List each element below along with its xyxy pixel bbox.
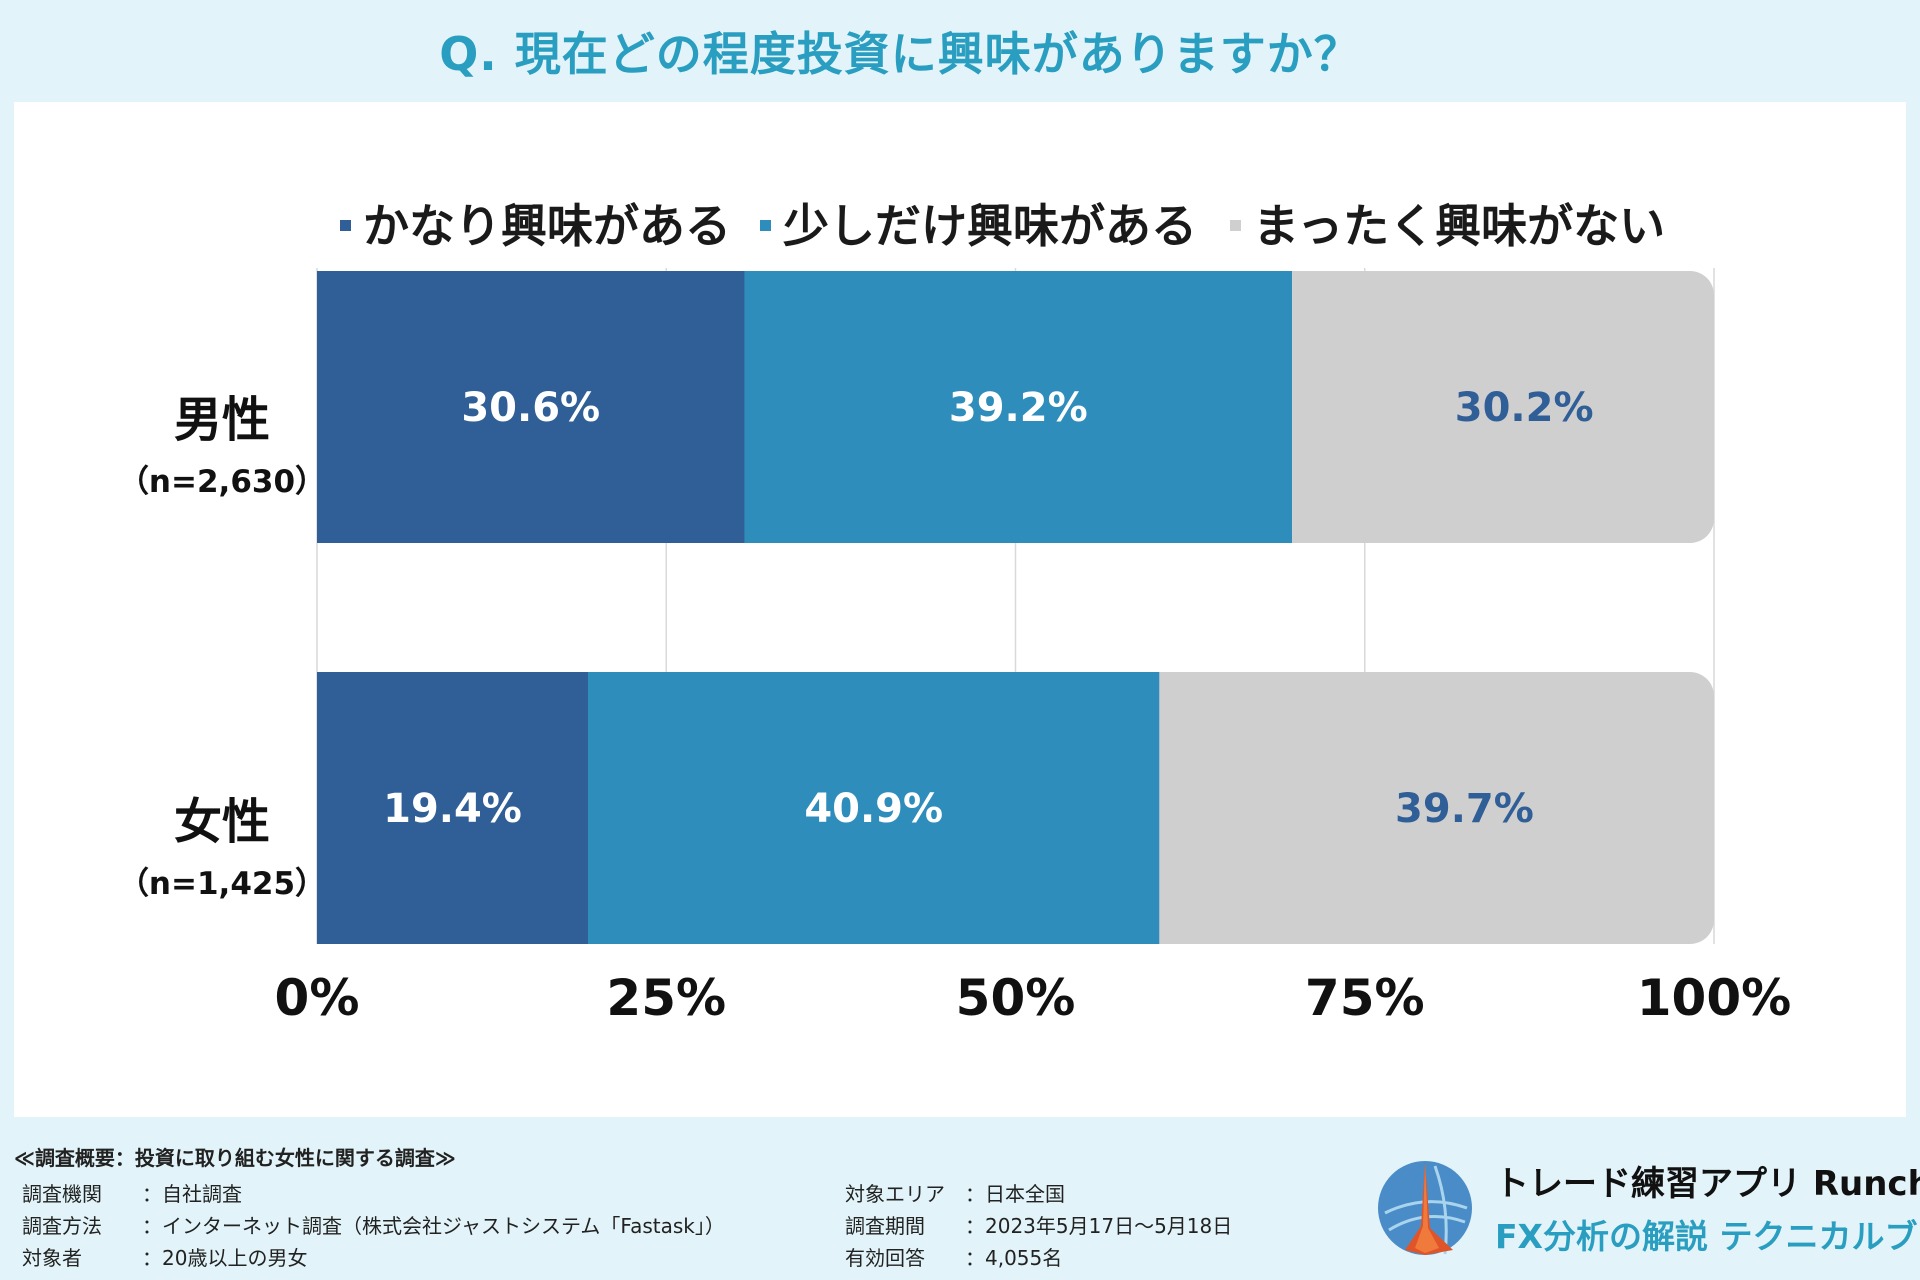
brand-subtitle: FX分析の解説 テクニカルブック bbox=[1495, 1217, 1920, 1256]
stacked-bar-chart: 30.6% 39.2% 30.2% 19.4% 40.9% 39.7% 0% 25% 50% 75… bbox=[275, 268, 1791, 1027]
runcha-logo-icon bbox=[1378, 1161, 1472, 1255]
x-tick-label: 0% bbox=[275, 969, 360, 1027]
brand: トレード練習アプリ Runcha FX分析の解説 テクニカルブック bbox=[1375, 1150, 1920, 1270]
survey-header: ≪調査概要：投資に取り組む女性に関する調査≫ bbox=[14, 1146, 456, 1170]
survey-key: 対象者 bbox=[22, 1246, 82, 1270]
survey-value: ：2023年5月17日〜5月18日 bbox=[965, 1214, 1233, 1238]
legend-item-very-interested: かなり興味がある bbox=[340, 190, 731, 256]
row-n: （n=2,630） bbox=[117, 464, 327, 500]
legend-item-not-interested: まったく興味がない bbox=[1230, 190, 1665, 256]
survey-row: 調査期間 ：2023年5月17日〜5月18日 bbox=[845, 1210, 1232, 1239]
legend-item-somewhat-interested: 少しだけ興味がある bbox=[760, 190, 1197, 256]
survey-value: ：インターネット調査（株式会社ジャストシステム「Fastask」） bbox=[142, 1214, 725, 1238]
bar-segment bbox=[588, 672, 1160, 944]
x-tick-label: 25% bbox=[606, 969, 726, 1027]
bar-value-label: 30.6% bbox=[461, 385, 600, 431]
row-n: （n=1,425） bbox=[117, 866, 327, 902]
bar-value-label: 39.2% bbox=[949, 385, 1088, 431]
survey-key: 調査機関 bbox=[22, 1182, 102, 1206]
bar-value-label: 30.2% bbox=[1455, 385, 1594, 431]
row-label-female: 女性 （n=1,425） bbox=[92, 782, 352, 903]
survey-row: 対象者 ：20歳以上の男女 bbox=[22, 1242, 307, 1271]
bar-segment bbox=[317, 672, 589, 944]
x-tick-label: 50% bbox=[956, 969, 1076, 1027]
legend-swatch bbox=[760, 220, 771, 231]
x-tick-label: 100% bbox=[1637, 969, 1791, 1027]
row-name: 女性 bbox=[173, 794, 270, 850]
survey-key: 調査期間 bbox=[845, 1214, 925, 1238]
legend: かなり興味がある 少しだけ興味がある まったく興味がない bbox=[0, 190, 1920, 253]
legend-swatch bbox=[340, 220, 351, 231]
row-name: 男性 bbox=[173, 392, 270, 448]
legend-label: まったく興味がない bbox=[1253, 199, 1666, 253]
bar-segment bbox=[1292, 271, 1714, 543]
brand-name: トレード練習アプリ Runcha bbox=[1495, 1164, 1920, 1204]
legend-label: 少しだけ興味がある bbox=[783, 199, 1197, 253]
bar-segment bbox=[1159, 672, 1714, 944]
survey-row: 対象エリア ：日本全国 bbox=[845, 1178, 1065, 1207]
survey-key: 調査方法 bbox=[22, 1214, 102, 1238]
bar-segment bbox=[317, 271, 745, 543]
survey-row: 調査方法 ：インターネット調査（株式会社ジャストシステム「Fastask」） bbox=[22, 1210, 725, 1239]
legend-label: かなり興味がある bbox=[363, 199, 731, 253]
x-tick-label: 75% bbox=[1305, 969, 1425, 1027]
bar-value-label: 19.4% bbox=[383, 786, 522, 832]
survey-summary: ≪調査概要：投資に取り組む女性に関する調査≫ 調査機関 ：自社調査 調査方法 ：イン… bbox=[0, 1130, 1920, 1280]
bar-value-label: 39.7% bbox=[1395, 786, 1534, 832]
bar-value-label: 40.9% bbox=[804, 786, 943, 832]
survey-value: ：日本全国 bbox=[965, 1182, 1065, 1206]
survey-value: ：4,055名 bbox=[965, 1246, 1063, 1270]
chart-title: Q. 現在どの程度投資に興味がありますか？ bbox=[439, 27, 1361, 81]
legend-swatch bbox=[1230, 220, 1241, 231]
survey-key: 有効回答 bbox=[845, 1246, 925, 1270]
survey-row: 調査機関 ：自社調査 bbox=[22, 1178, 242, 1207]
survey-value: ：20歳以上の男女 bbox=[142, 1246, 308, 1270]
survey-key: 対象エリア bbox=[845, 1182, 945, 1206]
survey-value: ：自社調査 bbox=[142, 1182, 242, 1206]
bar-segment bbox=[744, 271, 1293, 543]
survey-row: 有効回答 ：4,055名 bbox=[845, 1242, 1062, 1271]
row-label-male: 男性 （n=2,630） bbox=[92, 380, 352, 501]
